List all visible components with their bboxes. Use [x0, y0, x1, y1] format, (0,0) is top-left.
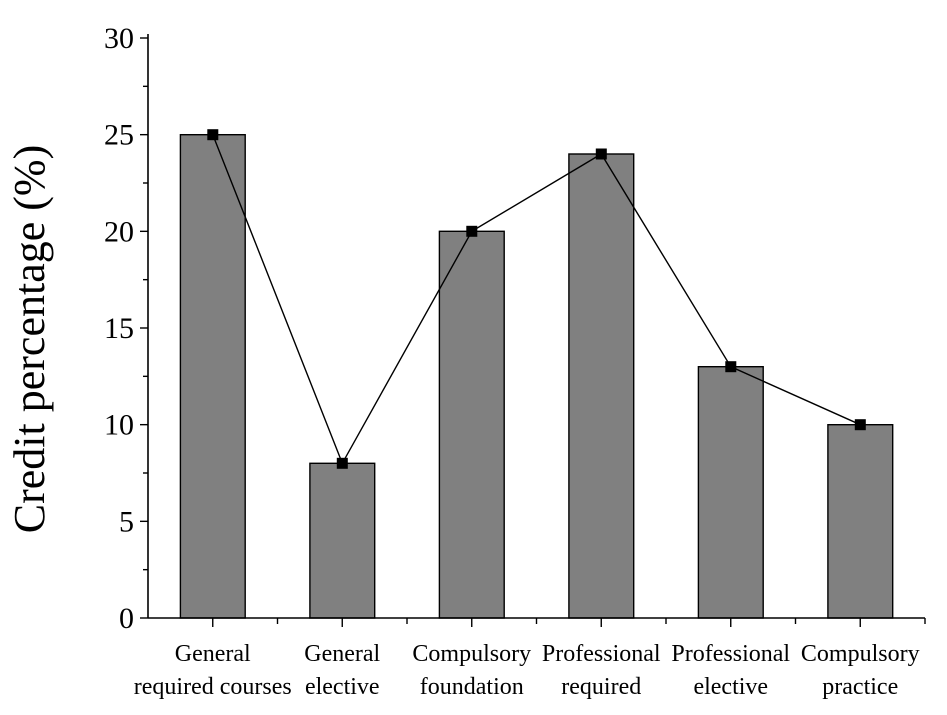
y-ticks-group: 0 5 10 15 20 25 30 [104, 22, 148, 635]
y-tick-label: 25 [104, 119, 134, 152]
bar-3 [568, 153, 635, 619]
x-tick-label: General required courses [134, 641, 292, 700]
y-tick-label: 5 [119, 505, 134, 538]
bar-1 [309, 462, 376, 619]
x-tick-label: Professional required [542, 641, 661, 700]
x-tick-label: Compulsory foundation [412, 641, 531, 700]
y-tick-label: 30 [104, 22, 134, 55]
line-marker-5 [854, 419, 866, 431]
bar-0 [179, 133, 246, 619]
bar-4 [697, 366, 764, 619]
line-marker-1 [336, 457, 348, 469]
y-axis-label: Credit percentage (%) [5, 145, 54, 533]
bar-2 [438, 230, 505, 619]
axes-group [147, 34, 925, 619]
bars-group [179, 133, 894, 619]
y-tick-label: 0 [119, 602, 134, 635]
x-ticks-group [212, 618, 926, 627]
bar-5 [827, 424, 894, 619]
x-tick-label: General elective [304, 641, 380, 700]
x-tick-label: Professional elective [671, 641, 790, 700]
x-tick-label: Compulsory practice [801, 641, 920, 700]
line-marker-2 [466, 225, 478, 237]
line-marker-0 [207, 129, 219, 141]
series-line-group [207, 129, 866, 469]
series-line [212, 134, 861, 465]
y-tick-label: 20 [104, 215, 134, 248]
line-marker-4 [725, 361, 737, 373]
line-marker-3 [595, 148, 607, 160]
y-tick-label: 10 [104, 409, 134, 442]
y-tick-label: 15 [104, 312, 134, 345]
